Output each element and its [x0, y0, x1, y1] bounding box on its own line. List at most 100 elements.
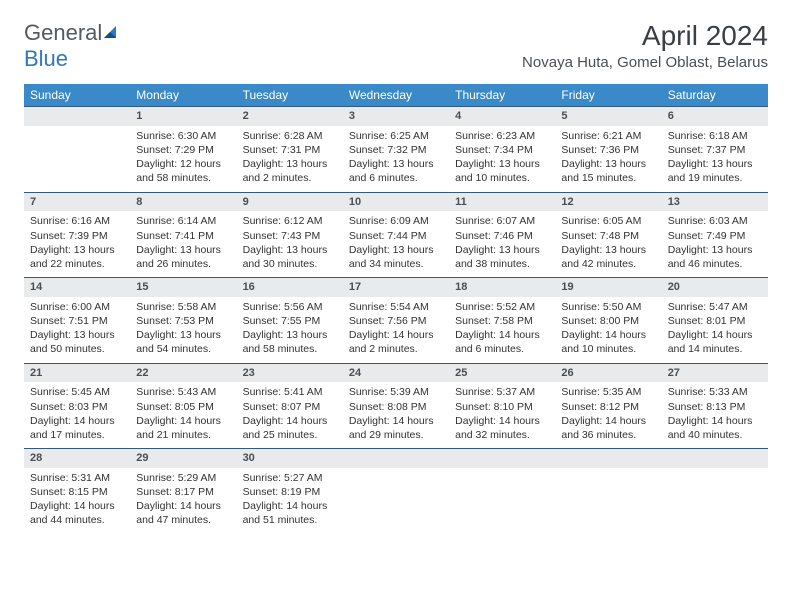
day-number: 15: [130, 278, 236, 297]
day-cell: Sunrise: 6:23 AMSunset: 7:34 PMDaylight:…: [449, 126, 555, 192]
daylight-text: Daylight: 13 hours and 22 minutes.: [30, 243, 124, 271]
day-cell: Sunrise: 5:43 AMSunset: 8:05 PMDaylight:…: [130, 382, 236, 448]
day-cell: Sunrise: 5:31 AMSunset: 8:15 PMDaylight:…: [24, 468, 130, 534]
daylight-text: Daylight: 14 hours and 2 minutes.: [349, 328, 443, 356]
day-cell: Sunrise: 6:07 AMSunset: 7:46 PMDaylight:…: [449, 211, 555, 277]
sunset-text: Sunset: 7:34 PM: [455, 143, 549, 157]
day-number: 30: [237, 449, 343, 468]
sunrise-text: Sunrise: 5:37 AM: [455, 385, 549, 399]
day-number: 22: [130, 363, 236, 382]
day-header-row: Sunday Monday Tuesday Wednesday Thursday…: [24, 84, 768, 107]
daylight-text: Daylight: 14 hours and 6 minutes.: [455, 328, 549, 356]
day-number: 17: [343, 278, 449, 297]
daylight-text: Daylight: 14 hours and 44 minutes.: [30, 499, 124, 527]
day-number: 27: [662, 363, 768, 382]
day-cell: Sunrise: 5:41 AMSunset: 8:07 PMDaylight:…: [237, 382, 343, 448]
daylight-text: Daylight: 14 hours and 40 minutes.: [668, 414, 762, 442]
day-cell: Sunrise: 5:52 AMSunset: 7:58 PMDaylight:…: [449, 297, 555, 363]
logo-word1: General: [24, 20, 102, 45]
day-cell: [662, 468, 768, 534]
day-number: 10: [343, 192, 449, 211]
logo-word2: Blue: [24, 46, 68, 71]
day-number: 25: [449, 363, 555, 382]
sunset-text: Sunset: 7:55 PM: [243, 314, 337, 328]
daylight-text: Daylight: 14 hours and 29 minutes.: [349, 414, 443, 442]
day-cell: Sunrise: 5:27 AMSunset: 8:19 PMDaylight:…: [237, 468, 343, 534]
sunrise-text: Sunrise: 5:56 AM: [243, 300, 337, 314]
daylight-text: Daylight: 13 hours and 15 minutes.: [561, 157, 655, 185]
daylight-text: Daylight: 13 hours and 38 minutes.: [455, 243, 549, 271]
daylight-text: Daylight: 14 hours and 10 minutes.: [561, 328, 655, 356]
daylight-text: Daylight: 14 hours and 51 minutes.: [243, 499, 337, 527]
day-cell: Sunrise: 6:12 AMSunset: 7:43 PMDaylight:…: [237, 211, 343, 277]
sunset-text: Sunset: 8:01 PM: [668, 314, 762, 328]
sunrise-text: Sunrise: 6:03 AM: [668, 214, 762, 228]
daylight-text: Daylight: 13 hours and 42 minutes.: [561, 243, 655, 271]
day-number: 26: [555, 363, 661, 382]
day-number: 21: [24, 363, 130, 382]
day-number: [24, 107, 130, 126]
sunrise-text: Sunrise: 5:58 AM: [136, 300, 230, 314]
sunset-text: Sunset: 8:19 PM: [243, 485, 337, 499]
sunrise-text: Sunrise: 6:30 AM: [136, 129, 230, 143]
day-cell: Sunrise: 6:30 AMSunset: 7:29 PMDaylight:…: [130, 126, 236, 192]
day-number: [555, 449, 661, 468]
day-number: 23: [237, 363, 343, 382]
header: General Blue April 2024 Novaya Huta, Gom…: [24, 20, 768, 72]
sunrise-text: Sunrise: 6:14 AM: [136, 214, 230, 228]
day-cell: Sunrise: 5:54 AMSunset: 7:56 PMDaylight:…: [343, 297, 449, 363]
day-cell: [24, 126, 130, 192]
sunrise-text: Sunrise: 5:31 AM: [30, 471, 124, 485]
day-cell: Sunrise: 5:50 AMSunset: 8:00 PMDaylight:…: [555, 297, 661, 363]
day-cell: Sunrise: 5:33 AMSunset: 8:13 PMDaylight:…: [662, 382, 768, 448]
sunset-text: Sunset: 8:15 PM: [30, 485, 124, 499]
day-header: Wednesday: [343, 84, 449, 107]
day-cell: Sunrise: 5:29 AMSunset: 8:17 PMDaylight:…: [130, 468, 236, 534]
sunset-text: Sunset: 7:31 PM: [243, 143, 337, 157]
day-cell: [555, 468, 661, 534]
sunrise-text: Sunrise: 6:09 AM: [349, 214, 443, 228]
day-cell: Sunrise: 6:03 AMSunset: 7:49 PMDaylight:…: [662, 211, 768, 277]
sunset-text: Sunset: 7:43 PM: [243, 229, 337, 243]
sunrise-text: Sunrise: 6:00 AM: [30, 300, 124, 314]
sunset-text: Sunset: 8:10 PM: [455, 400, 549, 414]
sunrise-text: Sunrise: 6:25 AM: [349, 129, 443, 143]
sunrise-text: Sunrise: 5:43 AM: [136, 385, 230, 399]
sunset-text: Sunset: 7:41 PM: [136, 229, 230, 243]
sunrise-text: Sunrise: 6:21 AM: [561, 129, 655, 143]
day-cell: Sunrise: 6:14 AMSunset: 7:41 PMDaylight:…: [130, 211, 236, 277]
sunrise-text: Sunrise: 5:47 AM: [668, 300, 762, 314]
sunset-text: Sunset: 8:05 PM: [136, 400, 230, 414]
sunrise-text: Sunrise: 5:27 AM: [243, 471, 337, 485]
day-cell: Sunrise: 6:00 AMSunset: 7:51 PMDaylight:…: [24, 297, 130, 363]
day-cell: Sunrise: 5:39 AMSunset: 8:08 PMDaylight:…: [343, 382, 449, 448]
sunset-text: Sunset: 8:17 PM: [136, 485, 230, 499]
sunrise-text: Sunrise: 6:18 AM: [668, 129, 762, 143]
sunset-text: Sunset: 7:36 PM: [561, 143, 655, 157]
sunrise-text: Sunrise: 6:05 AM: [561, 214, 655, 228]
title-block: April 2024 Novaya Huta, Gomel Oblast, Be…: [522, 20, 768, 71]
sunrise-text: Sunrise: 5:35 AM: [561, 385, 655, 399]
sunset-text: Sunset: 8:08 PM: [349, 400, 443, 414]
day-cell: Sunrise: 5:56 AMSunset: 7:55 PMDaylight:…: [237, 297, 343, 363]
logo: General Blue: [24, 20, 120, 72]
day-cell: Sunrise: 6:09 AMSunset: 7:44 PMDaylight:…: [343, 211, 449, 277]
day-header: Tuesday: [237, 84, 343, 107]
day-cell: Sunrise: 6:18 AMSunset: 7:37 PMDaylight:…: [662, 126, 768, 192]
daynum-row: 123456: [24, 107, 768, 126]
day-number: [449, 449, 555, 468]
sunset-text: Sunset: 7:29 PM: [136, 143, 230, 157]
day-number: 24: [343, 363, 449, 382]
daylight-text: Daylight: 13 hours and 19 minutes.: [668, 157, 762, 185]
day-cell: Sunrise: 6:16 AMSunset: 7:39 PMDaylight:…: [24, 211, 130, 277]
day-number: 28: [24, 449, 130, 468]
day-number: 12: [555, 192, 661, 211]
logo-text: General Blue: [24, 20, 120, 72]
logo-sail-icon: [102, 20, 120, 46]
daynum-row: 21222324252627: [24, 363, 768, 382]
daynum-row: 14151617181920: [24, 278, 768, 297]
sunrise-text: Sunrise: 5:41 AM: [243, 385, 337, 399]
daylight-text: Daylight: 13 hours and 34 minutes.: [349, 243, 443, 271]
day-number: 4: [449, 107, 555, 126]
daylight-text: Daylight: 13 hours and 58 minutes.: [243, 328, 337, 356]
